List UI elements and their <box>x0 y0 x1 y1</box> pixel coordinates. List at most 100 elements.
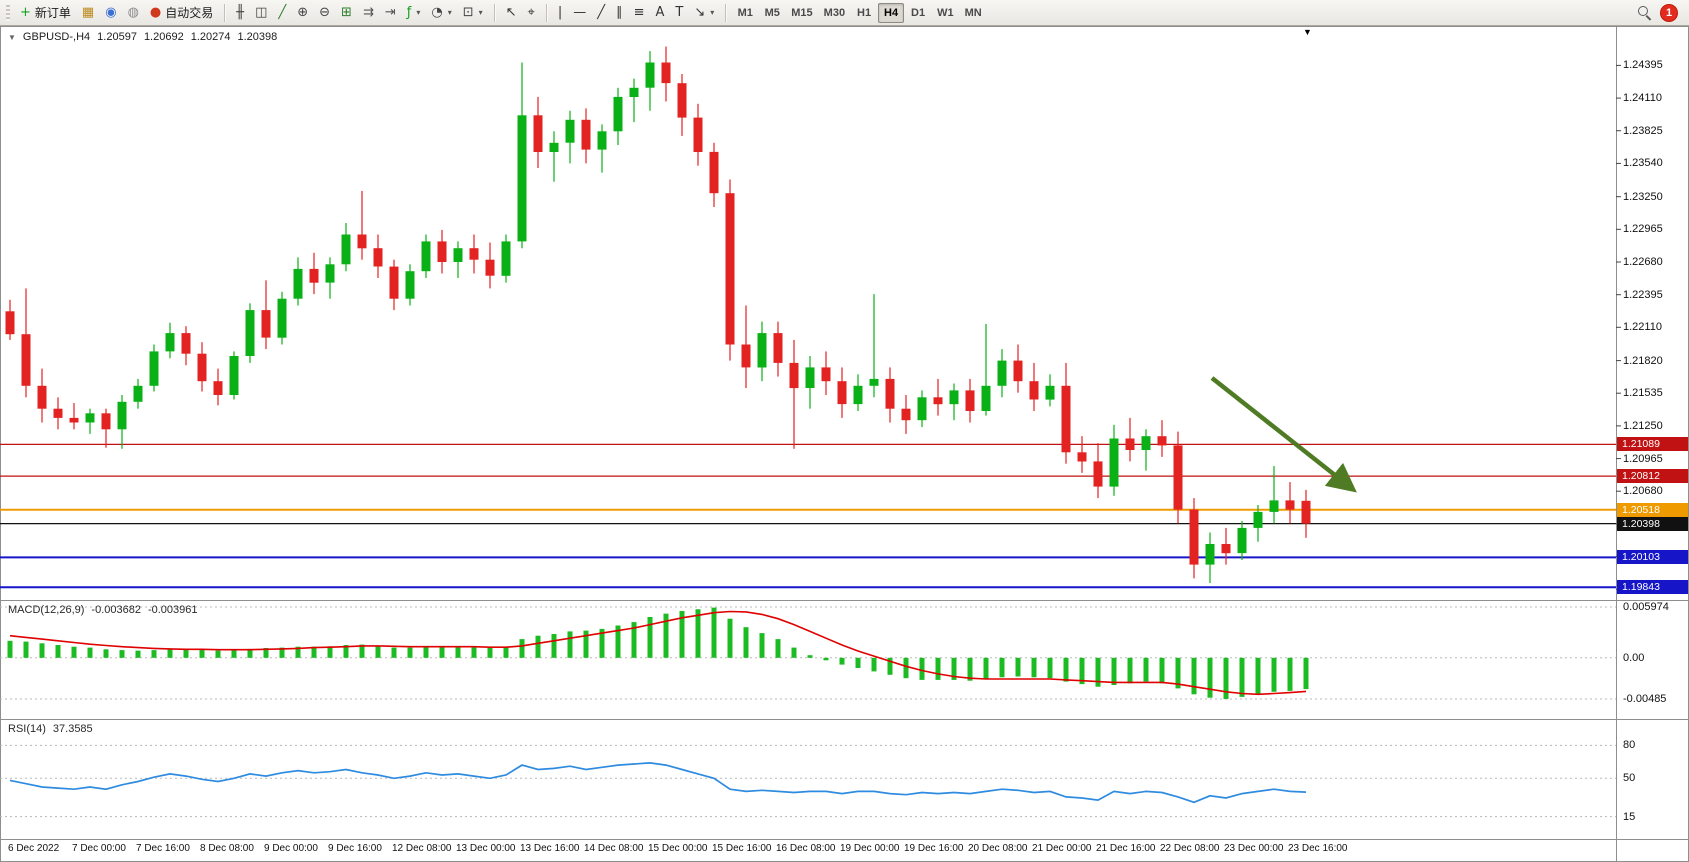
toolbar-grip[interactable] <box>6 4 10 21</box>
zoom-out-icon: ⊖ <box>319 5 331 20</box>
time-axis-label: 21 Dec 16:00 <box>1096 843 1156 854</box>
timeframe-m15-button[interactable]: M15 <box>786 3 817 23</box>
timeframe-mn-button[interactable]: MN <box>960 3 987 23</box>
chart-symbol-caret-icon[interactable]: ▼ <box>8 32 16 42</box>
zoom-in-button[interactable]: ⊕ <box>292 2 313 24</box>
time-axis-label: 7 Dec 16:00 <box>136 843 190 854</box>
symbol-ohlc-readout: ▼ GBPUSD-,H4 1.20597 1.20692 1.20274 1.2… <box>8 31 277 43</box>
templates-button[interactable]: ⊡ ▾ <box>458 2 488 24</box>
indicators-button[interactable]: ƒ ▾ <box>402 2 426 24</box>
data-window-icon: ◍ <box>127 5 139 20</box>
timeframe-d1-button[interactable]: D1 <box>905 3 931 23</box>
price-axis[interactable]: 1.24395 1.24110 1.23825 1.23540 1.23250 1.229… <box>1617 26 1689 862</box>
price-tick-label: 1.20965 <box>1623 452 1663 465</box>
time-axis-label: 16 Dec 08:00 <box>776 843 836 854</box>
new-order-button-label: 新订单 <box>34 6 71 20</box>
price-tick-label: 1.22395 <box>1623 288 1663 301</box>
tile-windows-button[interactable]: ⊞ <box>336 2 357 24</box>
macd-axis-label: 0.005974 <box>1623 601 1669 613</box>
toolbar: + 新订单 ▦ ◉ ◍ ● 自动交易 ╫ ◫ ╱ ⊕ ⊖ ⊞ ⇉ ⇥ ƒ ▾ ◔ ▾ ⊡ ▾ ↖ ⌖ | — ╱ ∥ ≡ A T ↘ ▾ M1 M… <box>0 0 1689 26</box>
vertical-line-button[interactable]: | <box>553 2 567 24</box>
open-value: 1.20597 <box>97 31 137 43</box>
price-badge: 1.20812 <box>1617 469 1688 484</box>
fibonacci-button[interactable]: ≡ <box>629 2 650 24</box>
chart-shift-button[interactable]: ⇥ <box>380 2 401 24</box>
charts-window-button[interactable]: ▦ <box>77 2 99 24</box>
time-axis-label: 8 Dec 08:00 <box>200 843 254 854</box>
crosshair-icon: ⌖ <box>527 5 535 20</box>
candlestick-series <box>5 46 1311 583</box>
timeframe-m30-button[interactable]: M30 <box>819 3 850 23</box>
trendline-button[interactable]: ╱ <box>592 2 610 24</box>
trend-arrow[interactable] <box>1210 376 1357 493</box>
toolbar-separator <box>545 3 547 22</box>
candlestick-chart-icon: ◫ <box>255 5 268 20</box>
price-badge: 1.20103 <box>1617 550 1688 565</box>
timeframe-m5-button[interactable]: M5 <box>759 3 785 23</box>
toolbar-separator <box>224 3 226 22</box>
timeframe-h1-button[interactable]: H1 <box>851 3 877 23</box>
time-axis-label: 9 Dec 16:00 <box>328 843 382 854</box>
price-badge: 1.21089 <box>1617 437 1688 452</box>
indicators-icon: ƒ <box>406 5 412 20</box>
price-badge: 1.20518 <box>1617 502 1688 517</box>
profiles-icon: ◉ <box>105 5 117 20</box>
candlestick-chart-button[interactable]: ◫ <box>250 2 272 24</box>
toolbar-separator <box>725 3 727 22</box>
cursor-icon: ↖ <box>505 5 517 20</box>
autotrading-button-label: 自动交易 <box>165 6 214 20</box>
time-axis-label: 23 Dec 16:00 <box>1288 843 1348 854</box>
line-chart-button[interactable]: ╱ <box>273 2 291 24</box>
search-icon[interactable] <box>1637 5 1652 20</box>
text-icon: A <box>655 5 665 20</box>
data-window-button[interactable]: ◍ <box>123 2 144 24</box>
rsi-line <box>9 762 1307 804</box>
time-axis-label: 19 Dec 16:00 <box>904 843 964 854</box>
chevron-down-icon: ▾ <box>710 8 715 17</box>
rsi-level-label: 80 <box>1623 739 1636 752</box>
time-axis-label: 13 Dec 00:00 <box>456 843 516 854</box>
time-axis[interactable]: 6 Dec 2022 7 Dec 00:00 7 Dec 16:00 8 Dec 08… <box>0 840 1616 862</box>
auto-scroll-button[interactable]: ⇉ <box>358 2 379 24</box>
channel-icon: ∥ <box>616 5 623 20</box>
macd-axis-label: 0.00 <box>1623 651 1645 664</box>
periods-button[interactable]: ◔ ▾ <box>426 2 456 24</box>
text-button[interactable]: A <box>650 2 669 24</box>
toolbar-groups: + 新订单 ▦ ◉ ◍ ● 自动交易 ╫ ◫ ╱ ⊕ ⊖ ⊞ ⇉ ⇥ ƒ ▾ ◔ ▾ ⊡ ▾ ↖ ⌖ | — ╱ ∥ ≡ A T ↘ ▾ M1 M… <box>15 2 987 24</box>
time-axis-label: 13 Dec 16:00 <box>520 843 580 854</box>
arrows-icon: ↘ <box>694 5 706 20</box>
trendline-icon: ╱ <box>597 5 606 20</box>
text-label-button[interactable]: T <box>670 2 688 24</box>
high-value: 1.20692 <box>143 31 184 43</box>
timeframe-h4-button[interactable]: H4 <box>878 2 905 23</box>
price-tick-label: 1.22680 <box>1623 255 1663 268</box>
cursor-button[interactable]: ↖ <box>501 2 522 24</box>
timeframe-m1-button[interactable]: M1 <box>732 3 758 23</box>
crosshair-button[interactable]: ⌖ <box>523 2 540 24</box>
horizontal-line-icon: — <box>573 5 587 20</box>
macd-signal-line <box>9 610 1307 696</box>
price-tick-label: 1.21820 <box>1623 354 1663 367</box>
text-label-icon: T <box>675 5 684 20</box>
time-axis-label: 15 Dec 00:00 <box>648 843 708 854</box>
time-axis-label: 19 Dec 00:00 <box>840 843 900 854</box>
profiles-button[interactable]: ◉ <box>100 2 121 24</box>
time-axis-label: 22 Dec 08:00 <box>1160 843 1220 854</box>
bar-chart-button[interactable]: ╫ <box>231 2 249 24</box>
timeframe-w1-button[interactable]: W1 <box>932 3 959 23</box>
arrows-button[interactable]: ↘ ▾ <box>689 2 719 24</box>
chart-shift-marker-icon[interactable]: ▼ <box>1303 27 1312 37</box>
channel-button[interactable]: ∥ <box>611 2 628 24</box>
bar-chart-icon: ╫ <box>236 5 245 20</box>
notification-badge[interactable]: 1 <box>1661 4 1677 21</box>
tile-windows-icon: ⊞ <box>341 5 352 20</box>
new-order-button[interactable]: + 新订单 <box>15 2 76 24</box>
price-tick-label: 1.21250 <box>1623 419 1663 432</box>
zoom-out-button[interactable]: ⊖ <box>314 2 335 24</box>
horizontal-line-button[interactable]: — <box>568 2 591 24</box>
time-axis-label: 12 Dec 08:00 <box>392 843 452 854</box>
macd-indicator-label: MACD(12,26,9) -0.003682 -0.003961 <box>8 604 198 616</box>
autotrading-button[interactable]: ● 自动交易 <box>145 2 218 24</box>
